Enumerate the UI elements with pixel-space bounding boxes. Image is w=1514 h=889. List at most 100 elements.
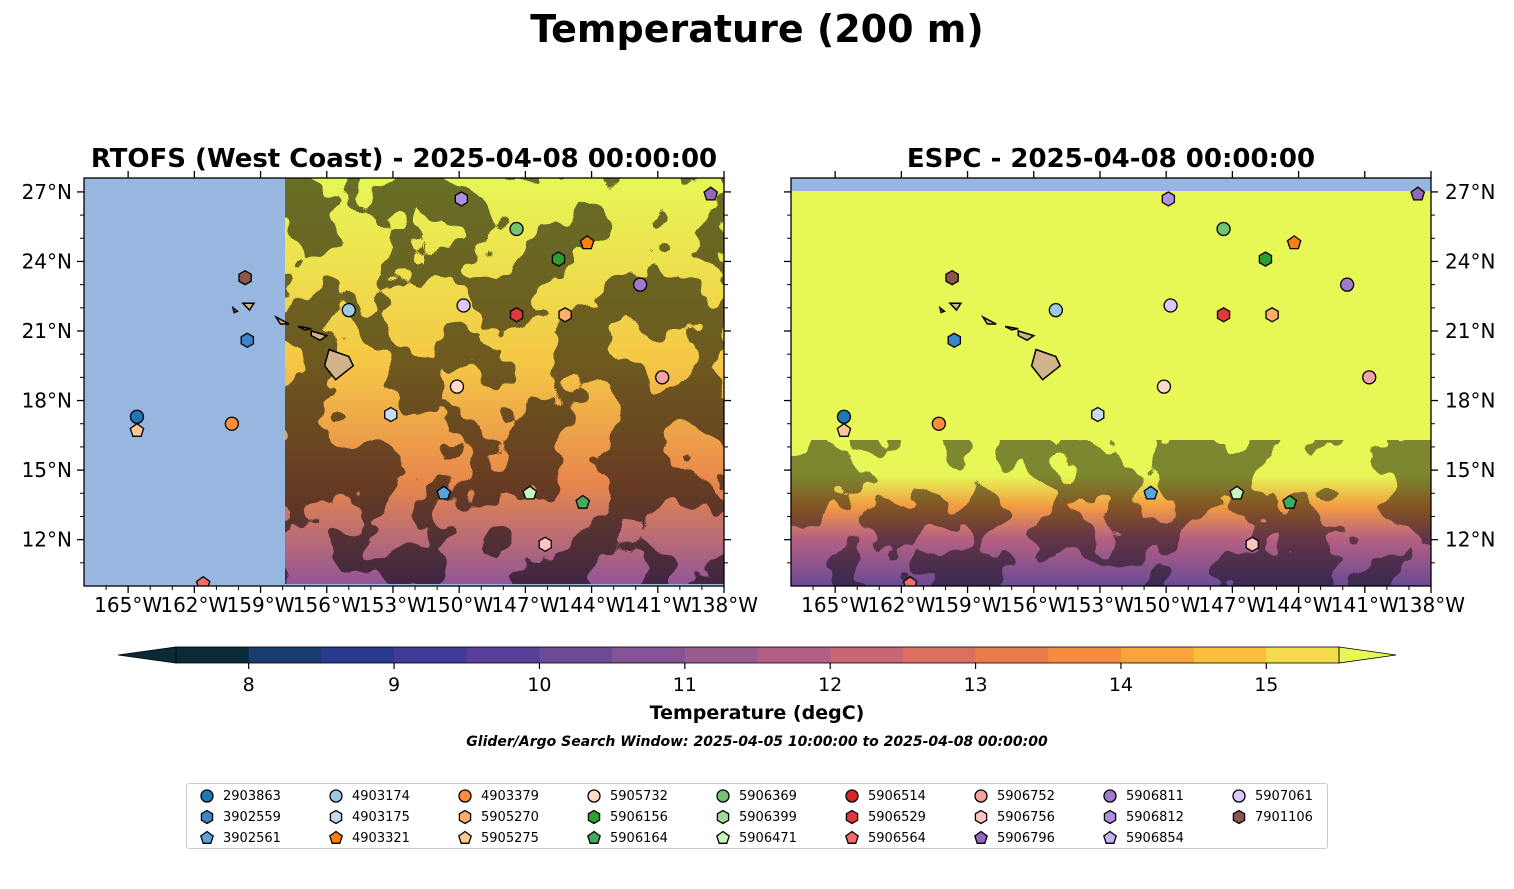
search-window-note: Glider/Argo Search Window: 2025-04-05 10… — [466, 734, 1048, 750]
float-marker-5906156 — [1258, 251, 1273, 267]
float-marker-5906164 — [575, 494, 591, 509]
markers-espc — [836, 186, 1426, 586]
float-marker-5906756 — [1245, 536, 1259, 553]
legend-label: 5906369 — [739, 788, 797, 804]
legend-marker-shape — [845, 830, 859, 844]
colorbar-frame — [175, 646, 1340, 664]
niihau-island — [938, 305, 946, 314]
legend-label: 5906514 — [868, 788, 926, 804]
niihau-island — [231, 305, 239, 314]
legend-marker-shape — [1232, 809, 1246, 825]
legend-marker-shape — [458, 830, 472, 844]
x-tick-label: 156°W — [1000, 593, 1068, 617]
float-marker-5906156 — [551, 251, 566, 267]
float-marker-5906756 — [538, 536, 552, 553]
colorbar-segment — [1120, 647, 1195, 663]
legend-item-5906811: 5906811 — [1102, 787, 1184, 805]
x-tick-label: 150°W — [1132, 593, 1200, 617]
float-marker-4903175 — [384, 406, 398, 423]
x-tick-label: 153°W — [359, 593, 427, 617]
float-marker-7901106 — [238, 269, 252, 286]
legend-marker — [1103, 830, 1117, 844]
legend-item-4903321: 4903321 — [328, 829, 410, 847]
legend-marker-shape — [845, 789, 859, 803]
y-tick-label: 18°N — [22, 389, 72, 413]
legend-item-5906514: 5906514 — [844, 787, 926, 805]
float-marker-3902559 — [240, 332, 255, 349]
legend-label: 4903175 — [352, 809, 410, 825]
legend-marker — [716, 789, 730, 803]
float-marker-3902559 — [947, 332, 962, 349]
colorbar-segment — [757, 647, 831, 663]
temperature-field-rtofs — [285, 178, 724, 584]
legend-item-5906796: 5906796 — [973, 829, 1055, 847]
legend-marker-shape — [200, 789, 214, 803]
legend-label: 5906756 — [997, 809, 1055, 825]
panel-espc: ESPC - 2025-04-08 00:00:00 165°W162°W159… — [784, 144, 1495, 617]
legend-marker-shape — [974, 830, 988, 844]
legend-marker — [716, 830, 730, 844]
legend-marker-shape — [587, 809, 601, 825]
legend-item-3902559: 3902559 — [199, 808, 281, 826]
legend-item-5905732: 5905732 — [586, 787, 668, 805]
hawaii-island — [323, 348, 355, 381]
legend-marker-shape — [845, 809, 859, 825]
x-tick-label: 159°W — [934, 593, 1002, 617]
colorbar-tick-label: 10 — [527, 674, 551, 696]
float-marker-4903175 — [1091, 406, 1105, 423]
legend-marker-shape — [1103, 830, 1117, 844]
x-tick-label: 141°W — [1331, 593, 1399, 617]
legend-marker — [200, 789, 214, 803]
legend-item-5906156: 5906156 — [586, 808, 668, 826]
legend-item-4903379: 4903379 — [457, 787, 539, 805]
legend-marker-shape — [1103, 809, 1117, 825]
legend-marker — [329, 809, 343, 825]
float-marker-2903863 — [129, 409, 145, 424]
colorbar: 8 9 10 11 12 13 14 15 — [117, 646, 1397, 696]
legend-label: 5906564 — [868, 830, 926, 846]
float-marker-5907061 — [1163, 298, 1178, 313]
float-marker-5906811 — [1339, 277, 1355, 292]
colorbar-segment — [176, 647, 250, 663]
ticks-espc: 165°W162°W159°W156°W153°W150°W147°W144°W… — [784, 171, 1495, 617]
legend-label: 5905270 — [481, 809, 539, 825]
oahu-island — [273, 315, 290, 325]
legend-marker — [458, 830, 472, 844]
legend-label: 5906812 — [1126, 809, 1184, 825]
float-marker-5906369 — [1216, 221, 1231, 237]
legend-item-3902561: 3902561 — [199, 829, 281, 847]
legend-marker — [200, 830, 214, 844]
x-tick-label: 162°W — [160, 593, 228, 617]
legend-marker-shape — [716, 830, 730, 844]
colorbar-segment — [684, 647, 758, 663]
legend-label: 5907061 — [1255, 788, 1313, 804]
legend-marker — [329, 830, 343, 844]
colorbar-segment — [539, 647, 613, 663]
panel-title-rtofs: RTOFS (West Coast) - 2025-04-08 00:00:00 — [91, 144, 717, 174]
legend-label: 5906164 — [610, 830, 668, 846]
markers-rtofs — [129, 186, 719, 586]
float-marker-5906471 — [522, 485, 538, 500]
legend-marker — [200, 809, 214, 825]
legend-label: 5906796 — [997, 830, 1055, 846]
legend-item-5906471: 5906471 — [715, 829, 797, 847]
float-marker-5906564 — [902, 575, 918, 586]
colorbar-tick-label: 13 — [963, 674, 987, 696]
legend-label: 4903321 — [352, 830, 410, 846]
colorbar-segment — [975, 647, 1049, 663]
x-tick-label: 147°W — [1198, 593, 1266, 617]
legend-marker — [458, 789, 472, 803]
legend-label: 4903174 — [352, 788, 410, 804]
x-tick-label: 147°W — [491, 593, 559, 617]
float-marker-5906471 — [1229, 485, 1245, 500]
ticks-rtofs: 165°W162°W159°W156°W153°W150°W147°W144°W… — [22, 171, 758, 617]
float-marker-5906369 — [509, 221, 524, 237]
legend-label: 2903863 — [223, 788, 281, 804]
legend-label: 5906471 — [739, 830, 797, 846]
legend-marker — [587, 830, 601, 844]
legend-item-4903175: 4903175 — [328, 808, 410, 826]
legend-item-2903863: 2903863 — [199, 787, 281, 805]
float-marker-5907061 — [456, 298, 471, 313]
colorbar-extend-min — [117, 646, 177, 664]
